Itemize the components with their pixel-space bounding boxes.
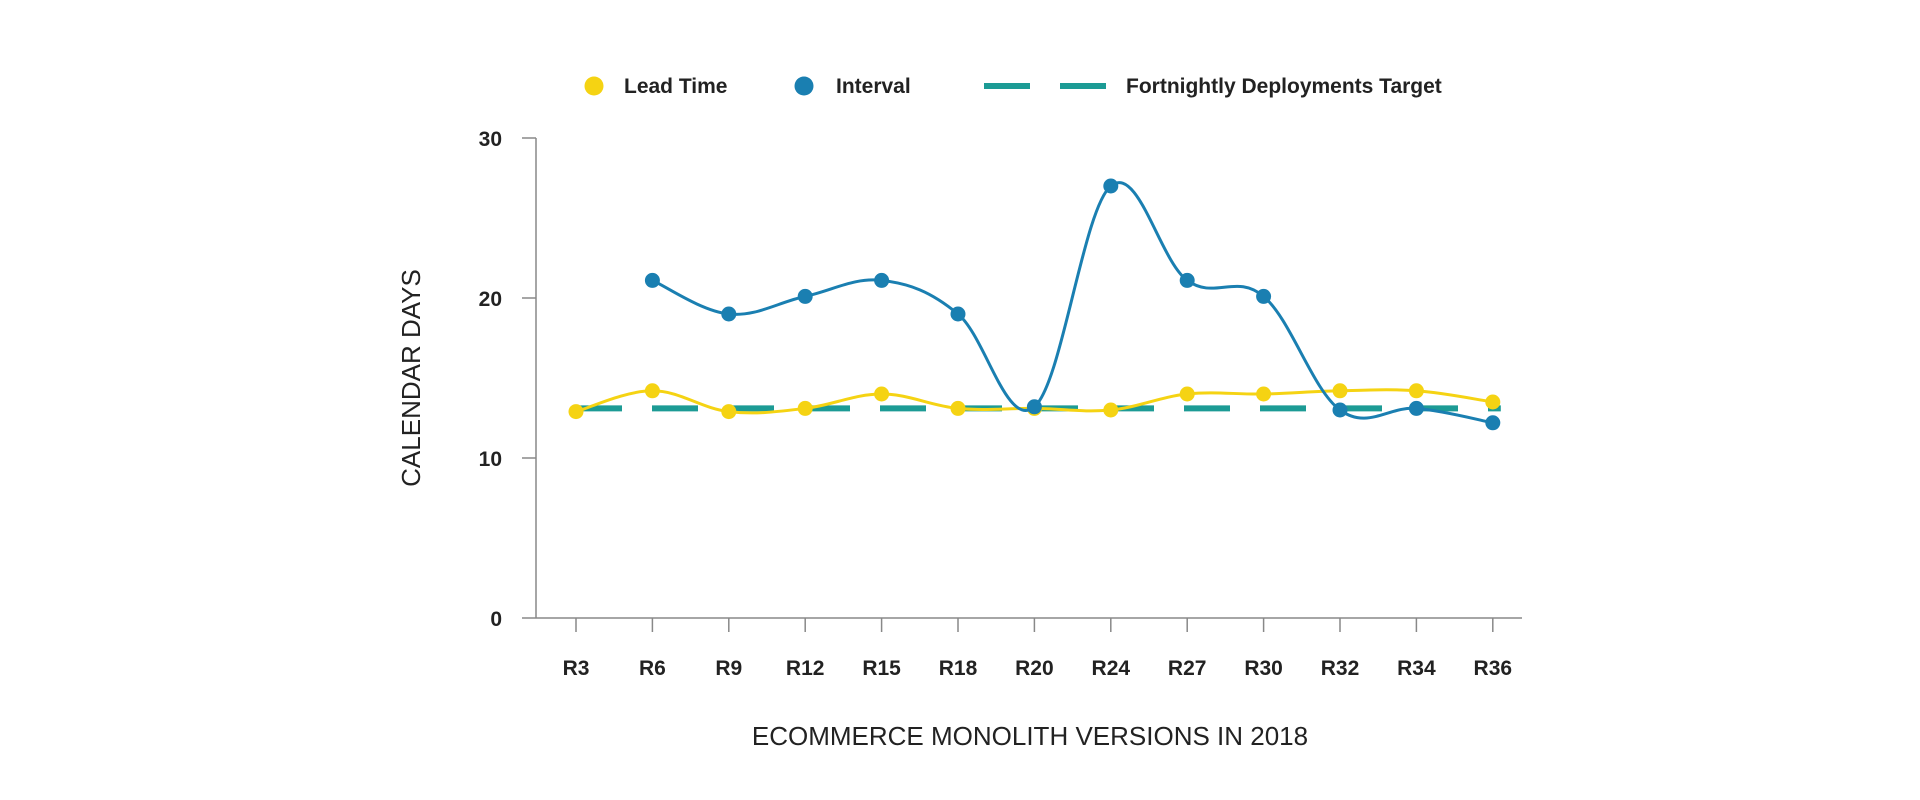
y-axis-title: CALENDAR DAYS: [396, 269, 426, 487]
y-tick-label: 20: [479, 288, 502, 311]
x-tick-label: R34: [1397, 657, 1436, 680]
x-axis-title: ECOMMERCE MONOLITH VERSIONS IN 2018: [752, 721, 1308, 751]
data-point: [568, 404, 584, 420]
data-point: [644, 383, 660, 399]
data-point: [950, 306, 966, 322]
data-point: [950, 400, 966, 416]
legend-label-interval: Interval: [836, 75, 911, 98]
x-tick-label: R27: [1168, 657, 1207, 680]
data-point: [874, 386, 890, 402]
x-tick-label: R15: [862, 657, 901, 680]
x-tick-label: R12: [786, 657, 825, 680]
y-tick-label: 30: [479, 128, 502, 151]
x-tick-label: R24: [1092, 657, 1131, 680]
data-point: [1485, 415, 1501, 431]
data-point: [1332, 402, 1348, 418]
data-point: [1026, 399, 1042, 415]
data-point: [1179, 386, 1195, 402]
data-point: [721, 404, 737, 420]
x-tick-label: R32: [1321, 657, 1360, 680]
data-point: [1256, 288, 1272, 304]
series-interval: [644, 178, 1501, 431]
y-tick-label: 0: [490, 608, 502, 631]
data-point: [874, 272, 890, 288]
x-tick-label: R36: [1474, 657, 1513, 680]
x-tick-label: R9: [715, 657, 742, 680]
data-point: [1103, 402, 1119, 418]
data-point: [1103, 178, 1119, 194]
x-tick-label: R6: [639, 657, 666, 680]
data-point: [1485, 394, 1501, 410]
legend-label-target: Fortnightly Deployments Target: [1126, 75, 1442, 98]
x-tick-label: R20: [1015, 657, 1054, 680]
data-point: [721, 306, 737, 322]
data-point: [1179, 272, 1195, 288]
x-tick-label: R18: [939, 657, 978, 680]
x-tick-label: R30: [1244, 657, 1283, 680]
chart-legend: Lead Time Interval Fortnightly Deployments…: [584, 75, 1442, 98]
legend-marker-interval: [794, 76, 814, 96]
data-point: [1256, 386, 1272, 402]
chart-axes: 0 10 20 30 R3 R6 R9 R12 R15 R18 R20 R24 R27 R30 R32 R34…: [479, 128, 1522, 680]
data-point: [1408, 383, 1424, 399]
series-line: [651, 181, 1494, 425]
data-point: [797, 400, 813, 416]
y-tick-label: 10: [479, 448, 502, 471]
data-point: [644, 272, 660, 288]
legend-label-lead-time: Lead Time: [624, 75, 727, 98]
data-point: [797, 288, 813, 304]
legend-marker-lead-time: [584, 76, 604, 96]
data-point: [1332, 383, 1348, 399]
x-tick-label: R3: [563, 657, 590, 680]
chart-series: [568, 178, 1501, 431]
data-point: [1408, 400, 1424, 416]
